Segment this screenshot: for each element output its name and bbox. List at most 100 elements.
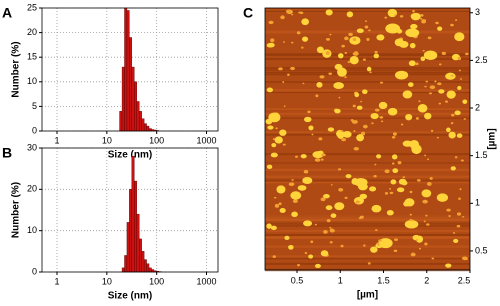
particle	[314, 223, 317, 226]
particle	[278, 202, 282, 206]
particle	[411, 144, 422, 155]
particle	[282, 81, 285, 84]
particle	[456, 212, 462, 216]
particle	[344, 51, 348, 54]
particle	[384, 192, 389, 195]
x-tick-label: 1	[338, 275, 343, 285]
particle	[425, 80, 429, 83]
particle	[426, 223, 430, 226]
particle	[291, 211, 298, 218]
particle	[425, 214, 428, 217]
particle	[360, 100, 363, 103]
bar	[124, 255, 128, 273]
particle	[451, 113, 455, 117]
x-axis-label: [µm]	[357, 290, 378, 301]
particle	[379, 116, 384, 119]
scan-streak	[265, 222, 470, 225]
particle	[402, 176, 406, 179]
particle	[340, 244, 344, 248]
particle	[454, 156, 458, 159]
particle	[435, 21, 439, 25]
scan-streak	[265, 175, 470, 178]
particle	[371, 204, 382, 213]
bar	[143, 123, 147, 132]
particle	[329, 228, 334, 232]
scan-streak	[265, 30, 470, 34]
particle	[270, 38, 275, 43]
particle	[291, 179, 294, 181]
particle	[352, 104, 356, 108]
scan-streak	[265, 215, 470, 219]
x-tick-label: 10	[102, 135, 112, 145]
particle	[302, 176, 313, 185]
bar	[146, 263, 150, 273]
particle	[370, 113, 379, 120]
particle	[420, 13, 424, 17]
particle	[337, 131, 345, 139]
particle	[334, 108, 341, 114]
particle	[318, 137, 323, 141]
particle	[300, 154, 307, 159]
scan-streak	[265, 9, 470, 12]
scan-streak	[265, 81, 470, 83]
particle	[301, 18, 310, 26]
particle	[446, 127, 451, 133]
scan-streak	[265, 179, 470, 182]
particle	[393, 249, 398, 253]
particle	[379, 81, 384, 84]
panel-label: C	[243, 5, 253, 21]
particle	[304, 251, 308, 255]
particle	[282, 143, 286, 146]
particle	[278, 67, 283, 71]
particle	[418, 247, 422, 250]
particle	[270, 225, 277, 231]
scan-streak	[265, 218, 470, 221]
bar	[143, 259, 147, 273]
particle	[270, 152, 278, 158]
bar	[136, 101, 140, 132]
bar	[131, 156, 135, 273]
particle	[400, 123, 404, 126]
particle	[394, 238, 399, 242]
y-tick-label: 10	[27, 76, 37, 86]
particle	[399, 15, 404, 18]
particle	[464, 257, 468, 261]
particle	[368, 29, 371, 32]
particle	[374, 50, 378, 54]
y-tick-label: 0	[32, 125, 37, 135]
particle	[392, 132, 397, 136]
particle	[438, 102, 442, 105]
particle	[416, 179, 421, 182]
scan-streak	[265, 168, 470, 172]
bar	[129, 37, 133, 132]
particle	[276, 185, 286, 194]
particle	[266, 43, 273, 48]
particle	[320, 158, 324, 161]
scan-streak	[265, 258, 470, 260]
y-axis-label: [µm]	[487, 128, 498, 149]
particle	[267, 125, 274, 130]
particle	[291, 13, 294, 16]
particle	[366, 66, 372, 72]
particle	[303, 170, 309, 174]
bar	[121, 267, 125, 273]
y-tick-label: 5	[32, 101, 37, 111]
particle	[405, 113, 413, 121]
particle	[338, 187, 344, 192]
particle	[334, 202, 345, 211]
particle	[355, 200, 360, 204]
bar	[134, 81, 137, 132]
bar	[139, 238, 142, 273]
particle	[283, 105, 286, 107]
scan-streak	[265, 89, 470, 92]
particle	[434, 80, 437, 83]
particle	[384, 169, 390, 174]
particle	[342, 131, 352, 138]
afm-image	[265, 8, 470, 272]
particle	[296, 31, 301, 35]
panel-label: A	[2, 5, 12, 21]
particle	[427, 36, 432, 40]
particle	[350, 118, 354, 122]
particle	[348, 32, 353, 37]
particle	[424, 112, 432, 120]
